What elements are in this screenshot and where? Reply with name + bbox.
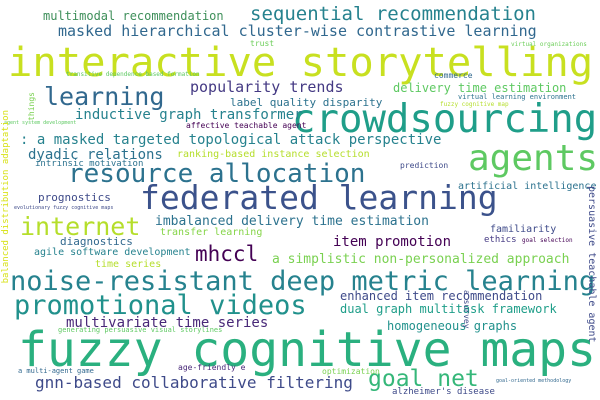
word: sequential recommendation: [250, 3, 536, 25]
word: agent system development: [4, 120, 77, 126]
word: fuzzy cognitive maps: [18, 322, 596, 378]
word: item promotion: [333, 234, 452, 250]
word: mhccl: [195, 242, 259, 266]
word: internet: [20, 212, 141, 241]
word: homogeneous graphs: [387, 319, 518, 333]
word: multimodal recommendation: [43, 9, 224, 23]
word: commerce: [434, 71, 473, 80]
word: ranking-based instance selection: [177, 149, 370, 160]
word: goal net: [368, 366, 479, 392]
word: noise-resistant deep metric learning: [10, 266, 596, 297]
word: age-friendly e: [178, 363, 246, 372]
word: prognostics: [38, 191, 111, 204]
word: enhanced item recommendation: [340, 289, 543, 303]
word: virtual organizations: [511, 41, 587, 48]
word-vertical: things: [27, 92, 36, 121]
word: optimization: [322, 367, 380, 376]
word: alzheimer's disease: [392, 387, 495, 397]
word: time series: [95, 259, 162, 270]
word: a simplistic non-personalized approach: [272, 252, 570, 267]
word: : a masked targeted topological attack p…: [20, 132, 442, 148]
word: promotional videos: [14, 290, 307, 321]
word: goal selection: [522, 237, 573, 244]
word: goal-oriented methodology: [496, 378, 572, 384]
word: transitive dependence based formation: [66, 71, 200, 78]
word: familiarity: [490, 224, 557, 235]
word: delivery time estimation: [393, 81, 567, 95]
word: trust: [250, 39, 275, 48]
word: generating persuasive visual storylines: [58, 326, 223, 334]
word: affective teachable agent: [186, 121, 307, 130]
word: evolutionary fuzzy cognitive maps: [14, 205, 114, 211]
word: virtual learning environment: [458, 93, 577, 101]
word: diagnostics: [60, 235, 133, 248]
word: popularity trends: [190, 78, 344, 96]
word-vertical: a survey: [462, 290, 471, 329]
word: dual graph multitask framework: [340, 302, 557, 316]
word: learning: [44, 82, 165, 111]
word: multivariate time series: [66, 315, 269, 331]
word: crowdsourcing: [292, 97, 598, 142]
word: masked hierarchical cluster-wise contras…: [58, 22, 537, 40]
word: transfer learning: [160, 227, 263, 238]
word: gnn-based collaborative filtering: [35, 373, 353, 392]
word: interactive storytelling: [8, 38, 594, 86]
word-vertical: balanced distribution adaptation: [1, 110, 11, 284]
word: label quality disparity: [230, 96, 383, 109]
word: artificial intelligence: [458, 181, 597, 192]
word: federated learning: [140, 178, 498, 217]
word: dyadic relations: [28, 147, 163, 163]
word-vertical: persuasive teachable agent: [586, 186, 597, 343]
word: intrinsic motivation: [35, 159, 144, 169]
word: imbalanced delivery time estimation: [155, 214, 429, 229]
word: fuzzy cognitive map: [440, 101, 509, 108]
word: inductive graph transformer: [75, 107, 303, 123]
word: a multi-agent game: [18, 367, 94, 375]
word: resource allocation: [68, 159, 366, 189]
word: agents: [468, 138, 599, 179]
word: ethics: [484, 235, 517, 245]
word: prediction: [400, 161, 449, 170]
word: agile software development: [34, 247, 191, 258]
